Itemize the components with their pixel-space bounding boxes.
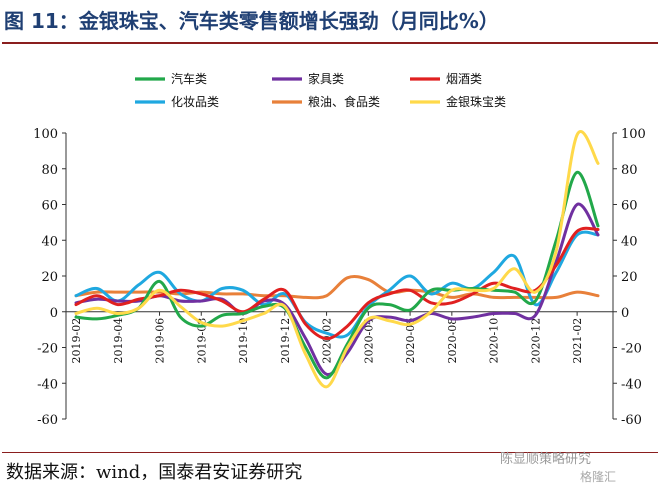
source-note: 数据来源：wind，国泰君安证券研究 (6, 462, 303, 483)
x-tick-label: 2020-06 (404, 318, 417, 364)
x-tick-label: 2020-12 (529, 318, 542, 364)
y-tick-label-left: 100 (33, 127, 58, 142)
y-tick-label-right: 60 (621, 199, 638, 214)
series-line-4 (74, 230, 600, 339)
legend-label-2: 家具类 (308, 71, 344, 86)
y-tick-label-left: 0 (50, 306, 58, 321)
y-tick-label-left: -40 (37, 377, 58, 392)
legend-label-6: 金银珠宝类 (446, 94, 506, 109)
y-tick-label-left: 20 (41, 270, 58, 285)
series-line-6 (74, 130, 600, 389)
page-title: 图 11：金银珠宝、汽车类零售额增长强劲（月同比%） (4, 9, 499, 33)
chart-series (74, 130, 600, 389)
y-tick-label-right: 40 (621, 234, 638, 249)
legend-label-1: 汽车类 (171, 71, 207, 86)
x-tick-label: 2019-06 (154, 318, 167, 364)
series-line-3 (74, 226, 600, 341)
y-tick-label-left: 40 (41, 234, 58, 249)
y-tick-label-right: 100 (621, 127, 646, 142)
y-tick-label-left: -20 (37, 342, 58, 357)
x-tick-label: 2019-08 (195, 318, 208, 364)
watermark-logo-text: 格隆汇 (580, 470, 617, 484)
y-tick-label-left: 80 (41, 163, 58, 178)
series-line-1 (74, 170, 600, 380)
x-tick-label: 2019-10 (237, 318, 250, 364)
y-tick-label-right: 20 (621, 270, 638, 285)
x-tick-label: 2020-04 (362, 318, 375, 364)
y-tick-label-right: -20 (621, 342, 642, 357)
y-tick-label-right: 80 (621, 163, 638, 178)
x-tick-label: 2020-10 (488, 318, 501, 364)
legend-label-5: 粮油、食品类 (308, 94, 380, 109)
y-tick-label-left: 60 (41, 199, 58, 214)
legend-label-4: 化妆品类 (171, 95, 219, 109)
legend-label-3: 烟酒类 (446, 72, 482, 86)
y-tick-label-right: -60 (621, 413, 642, 428)
x-tick-label: 2020-02 (321, 318, 334, 364)
y-tick-label-right: 0 (621, 306, 629, 321)
x-tick-label: 2019-02 (70, 318, 83, 364)
title-divider (2, 42, 658, 44)
chart-axes: -60 -40 -20 0 20 40 60 80 100 -60 -40 -20 0 20 40 60 80 1… (33, 127, 646, 428)
series-line-5 (74, 275, 600, 300)
watermark-text: 陈显顺策略研究 (500, 452, 592, 467)
footer-divider (2, 452, 658, 453)
x-tick-label: 2020-08 (446, 318, 459, 364)
y-tick-label-right: -40 (621, 377, 642, 392)
y-tick-label-left: -60 (37, 413, 58, 428)
x-tick-label: 2019-12 (279, 318, 292, 364)
x-tick-label: 2019-04 (112, 318, 125, 364)
x-tick-label: 2021-02 (571, 318, 584, 364)
